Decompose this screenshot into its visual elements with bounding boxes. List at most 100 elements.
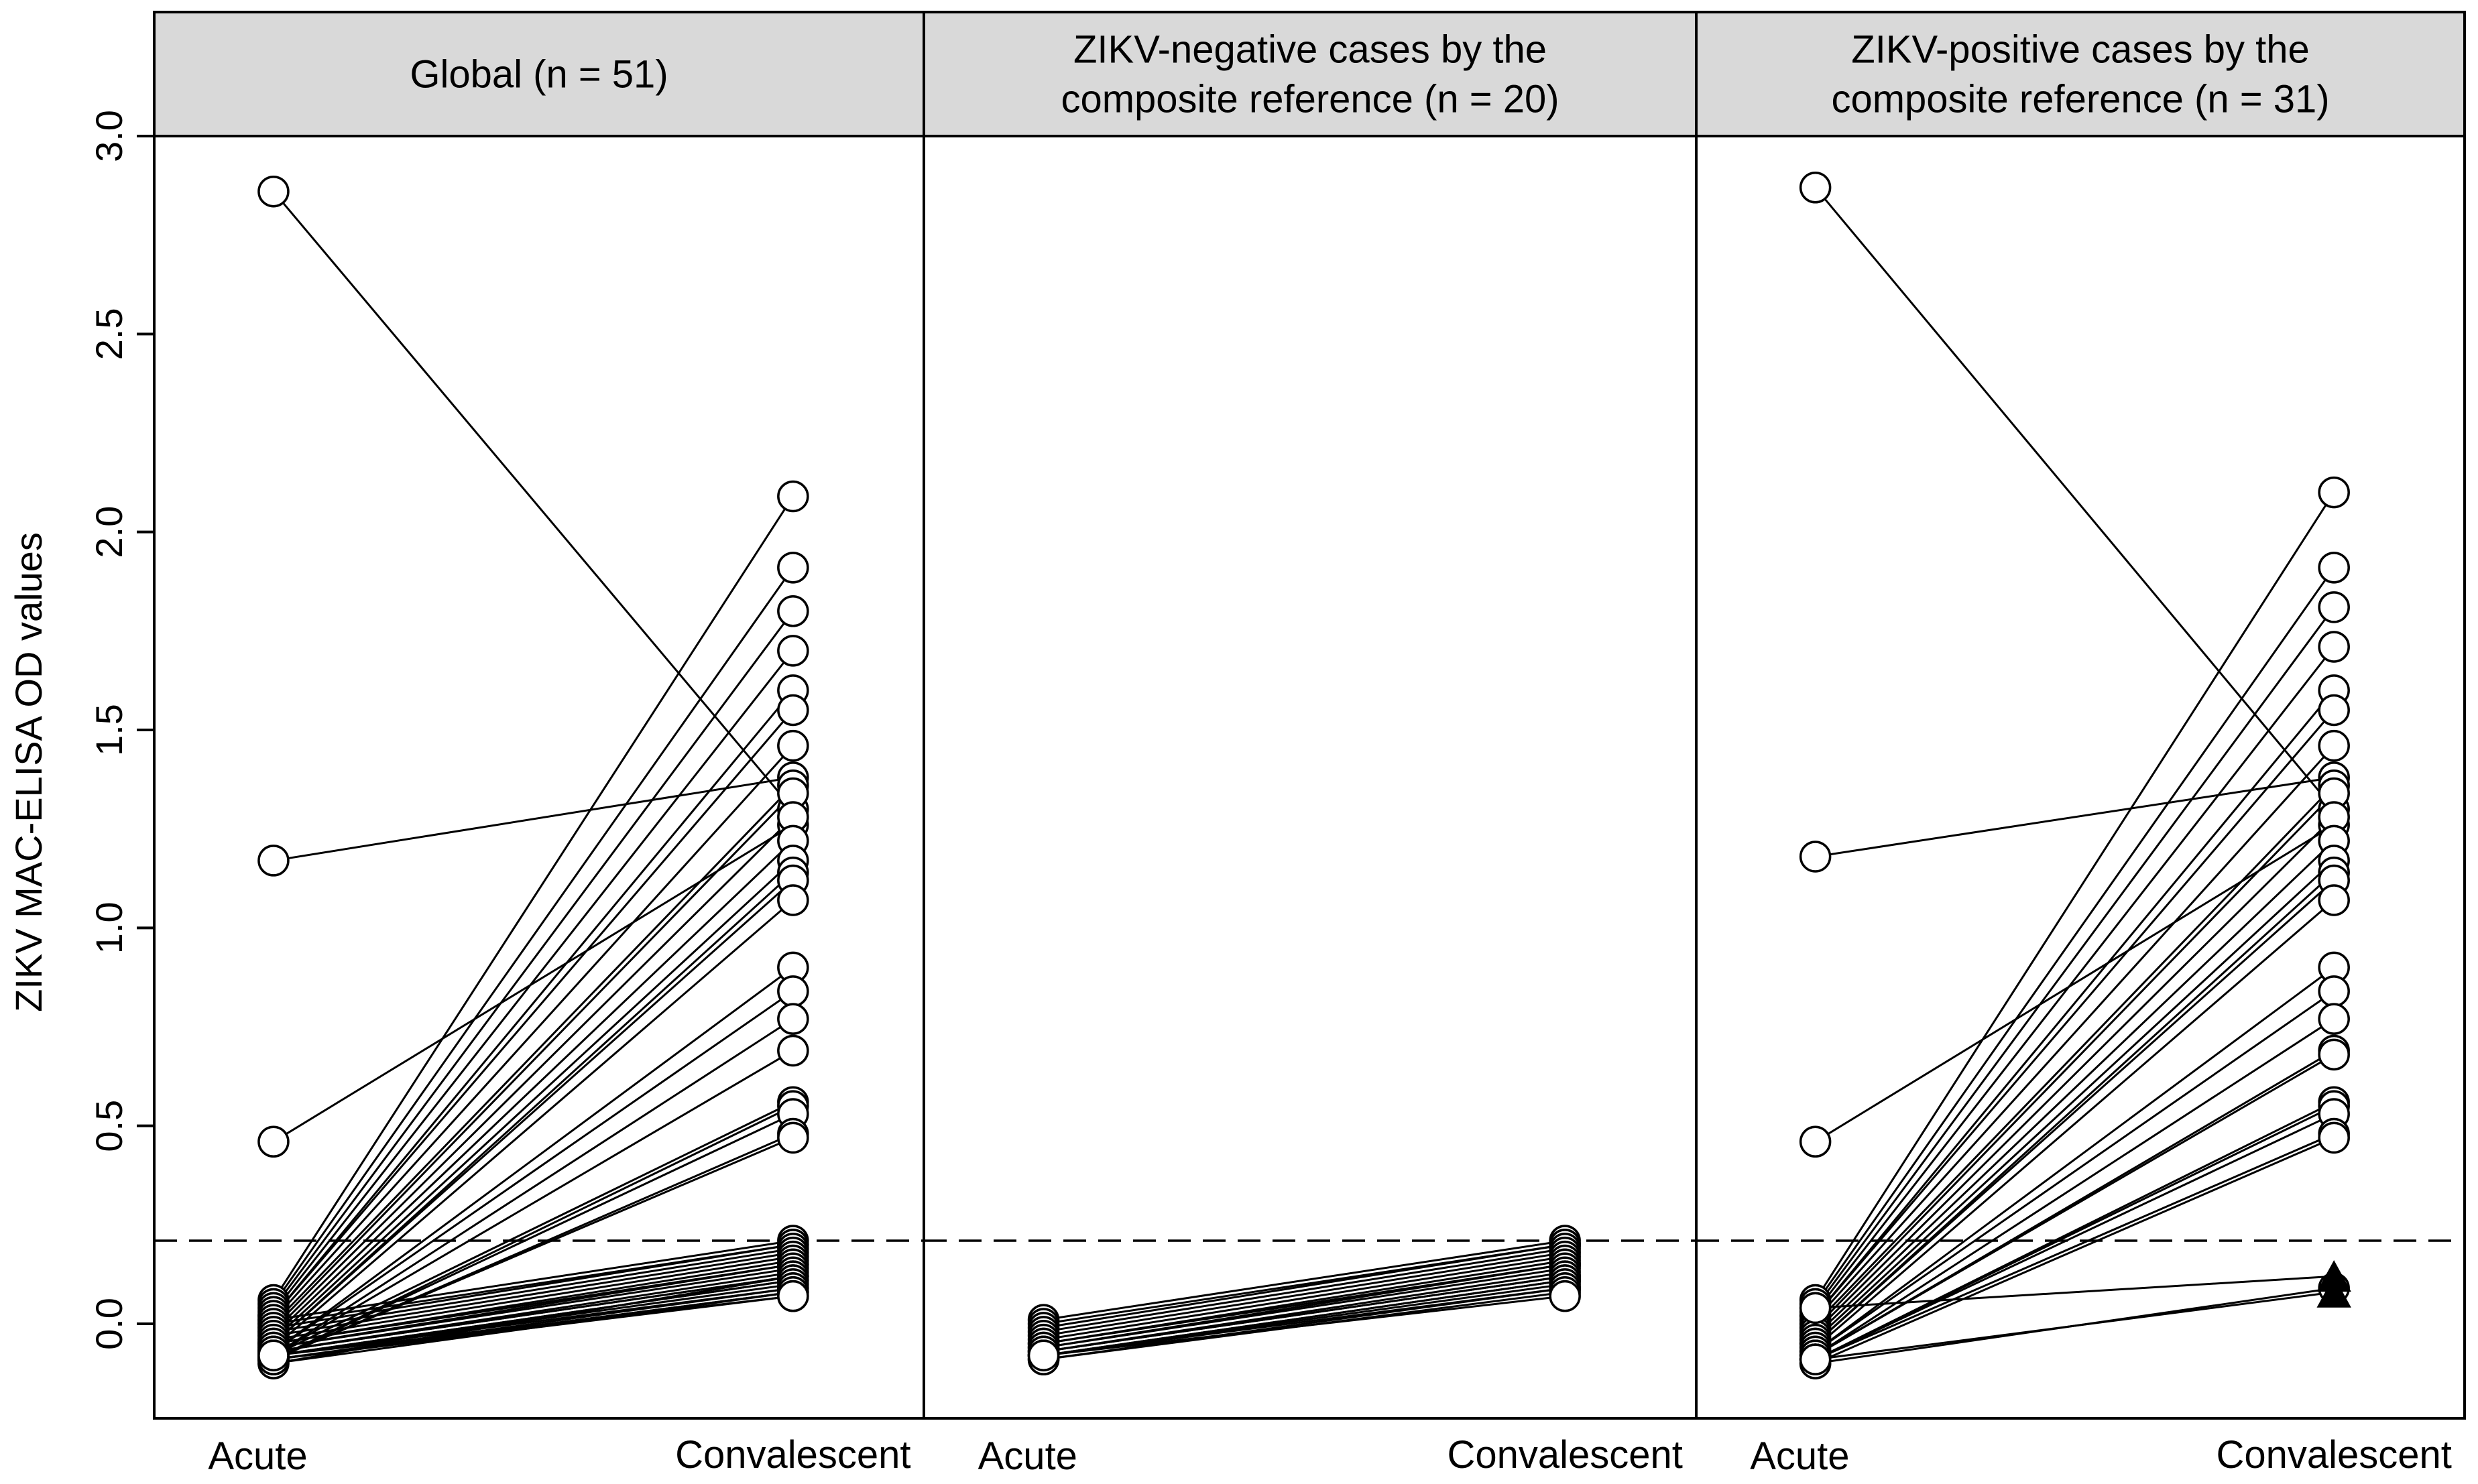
pair-line: [1814, 967, 2335, 1353]
panel-1: Global (n = 51) Acute Convalescent: [153, 11, 925, 1478]
y-axis-title: ZIKV MAC-ELISA OD values: [7, 532, 50, 1012]
pair-line: [1814, 1113, 2335, 1361]
pair-line: [273, 1275, 794, 1353]
pair-line: [272, 879, 794, 1345]
pair-line: [1814, 899, 2335, 1349]
convalescent-point: [777, 1034, 809, 1067]
pair-line: [272, 190, 794, 810]
convalescent-point: [777, 480, 809, 513]
acute-points: [257, 175, 290, 1379]
pair-line: [1815, 1133, 2335, 1361]
pair-line: [1043, 1255, 1566, 1341]
pair-line: [273, 1295, 794, 1357]
y-tick-label: 2.5: [88, 308, 130, 360]
pair-line: [1814, 792, 2335, 1328]
pair-line: [1814, 566, 2335, 1305]
acute-point: [257, 1125, 290, 1158]
strip-title-line: ZIKV-negative cases by the: [1073, 28, 1547, 72]
x-category-label: Convalescent: [675, 1433, 910, 1477]
pair-line: [1814, 1017, 2335, 1357]
pair-line: [1043, 1251, 1566, 1337]
panels-layer: Global (n = 51)Acute ConvalescentZIKV-neg…: [153, 11, 2466, 1478]
pair-line: [1814, 1054, 2335, 1357]
strip-title-line: Global (n = 51): [410, 53, 668, 97]
pair-line: [1814, 824, 2335, 1143]
pair-line: [273, 776, 794, 862]
x-category-label: Acute: [1750, 1434, 1849, 1478]
pair-line: [272, 610, 794, 1309]
triangle-point: [2316, 1276, 2351, 1308]
pair-line: [273, 1255, 794, 1341]
pair-line: [273, 990, 794, 1353]
pair-line: [1815, 776, 2335, 858]
strip-header: [153, 11, 925, 137]
convalescent-point: [2318, 591, 2350, 623]
convalescent-point: [777, 729, 809, 762]
pair-line: [272, 709, 794, 1317]
x-category-label: Acute: [978, 1434, 1077, 1478]
y-axis: 0.0 0.5 1.0 1.5 2.0 2.5 3.0: [88, 110, 154, 1350]
convalescent-point: [777, 1280, 809, 1312]
acute-point: [1027, 1339, 1060, 1372]
convalescent-point: [1549, 1280, 1581, 1312]
y-tick-label: 2.0: [88, 506, 130, 558]
x-category-label: Convalescent: [2216, 1433, 2451, 1477]
convalescent-point: [777, 552, 809, 584]
convalescent-point: [777, 595, 809, 627]
pair-line: [272, 689, 794, 1317]
strip-title-line: composite reference (n = 20): [1061, 78, 1559, 121]
acute-point: [1799, 1292, 1832, 1324]
pair-line: [1814, 840, 2335, 1337]
acute-point: [257, 1339, 290, 1372]
acute-points: [1799, 172, 1832, 1379]
pair-line: [1814, 1105, 2335, 1361]
pair-line: [1814, 689, 2335, 1317]
acute-point: [1799, 172, 1832, 204]
pair-line: [1814, 859, 2335, 1341]
convalescent-point: [777, 975, 809, 1007]
convalescent-point: [777, 884, 809, 916]
pair-line: [272, 566, 794, 1305]
pair-line: [1815, 1275, 2335, 1309]
pair-line: [1043, 1243, 1566, 1329]
pair-line: [1814, 709, 2335, 1317]
pair-line: [273, 1247, 794, 1333]
acute-point: [1799, 1343, 1832, 1375]
y-tick-label: 1.0: [88, 902, 130, 954]
pair-line: [1814, 646, 2335, 1313]
convalescent-point: [2318, 884, 2350, 916]
pair-lines: [272, 190, 794, 1365]
pair-line: [272, 745, 794, 1321]
pair-line: [272, 859, 794, 1341]
convalescent-point: [777, 1003, 809, 1035]
pair-line: [272, 840, 794, 1337]
pair-line: [273, 1243, 794, 1329]
pair-line: [1814, 491, 2335, 1301]
acute-point: [1799, 1125, 1832, 1158]
pair-line: [273, 1267, 794, 1349]
pair-lines: [1814, 186, 2335, 1365]
convalescent-point: [2318, 1121, 2350, 1154]
pair-line: [1814, 816, 2335, 1333]
pair-line: [1814, 745, 2335, 1321]
pair-line: [272, 816, 794, 1333]
pair-line: [1814, 879, 2335, 1345]
y-tick-label: 0.0: [88, 1298, 130, 1350]
convalescent-point: [2318, 552, 2350, 584]
convalescent-point: [777, 1121, 809, 1154]
pair-line: [273, 967, 794, 1353]
pair-line: [273, 1017, 794, 1357]
acute-point: [257, 845, 290, 877]
acute-point: [1799, 841, 1832, 873]
pair-line: [272, 792, 794, 1328]
pair-line: [1815, 1291, 2335, 1361]
panel-3: ZIKV-positive cases by the composite refe…: [1695, 11, 2466, 1478]
pair-line: [272, 784, 794, 1325]
plot-frame: [923, 135, 1698, 1420]
pair-line: [273, 1239, 794, 1321]
pair-line: [273, 1251, 794, 1337]
x-category-label: Convalescent: [1447, 1433, 1682, 1477]
pair-line: [1814, 607, 2335, 1309]
pair-lines: [1043, 1239, 1566, 1361]
pair-line: [273, 824, 794, 1143]
